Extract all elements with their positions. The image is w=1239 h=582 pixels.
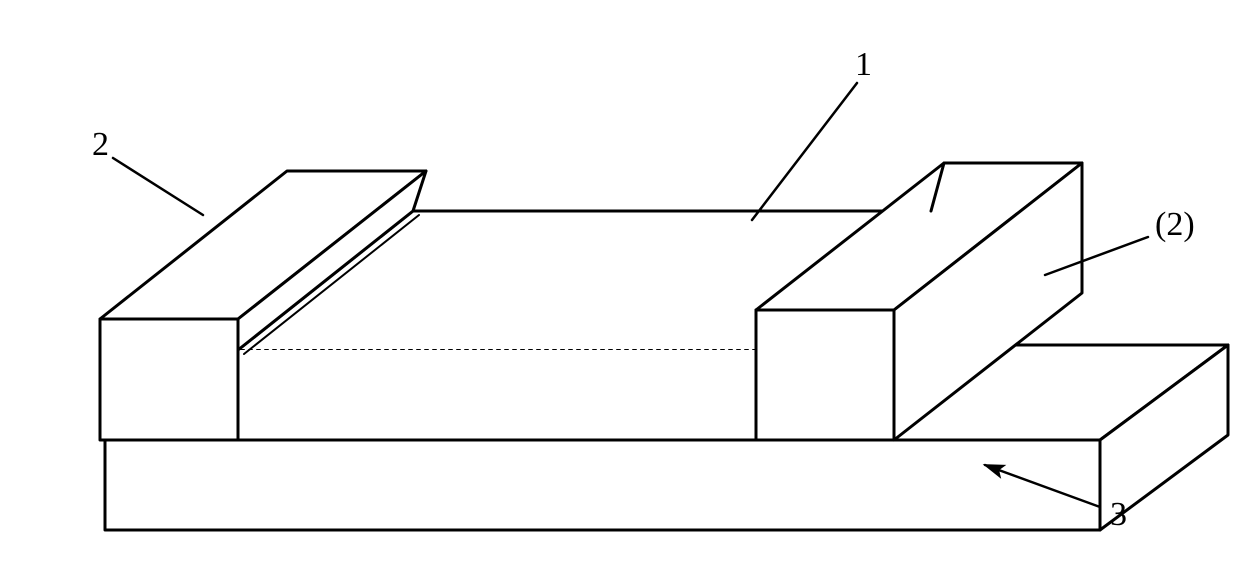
label-2: 2 — [92, 126, 109, 163]
base-front-face — [105, 440, 1100, 530]
left-block-front-face — [100, 319, 238, 440]
label-3: 3 — [1110, 496, 1127, 533]
label-2p: (2) — [1155, 206, 1195, 243]
center-front-face — [238, 350, 756, 440]
leader-1 — [752, 83, 857, 220]
leader-2 — [113, 158, 203, 215]
right-block-front-face — [756, 310, 894, 440]
label-1: 1 — [855, 46, 872, 83]
